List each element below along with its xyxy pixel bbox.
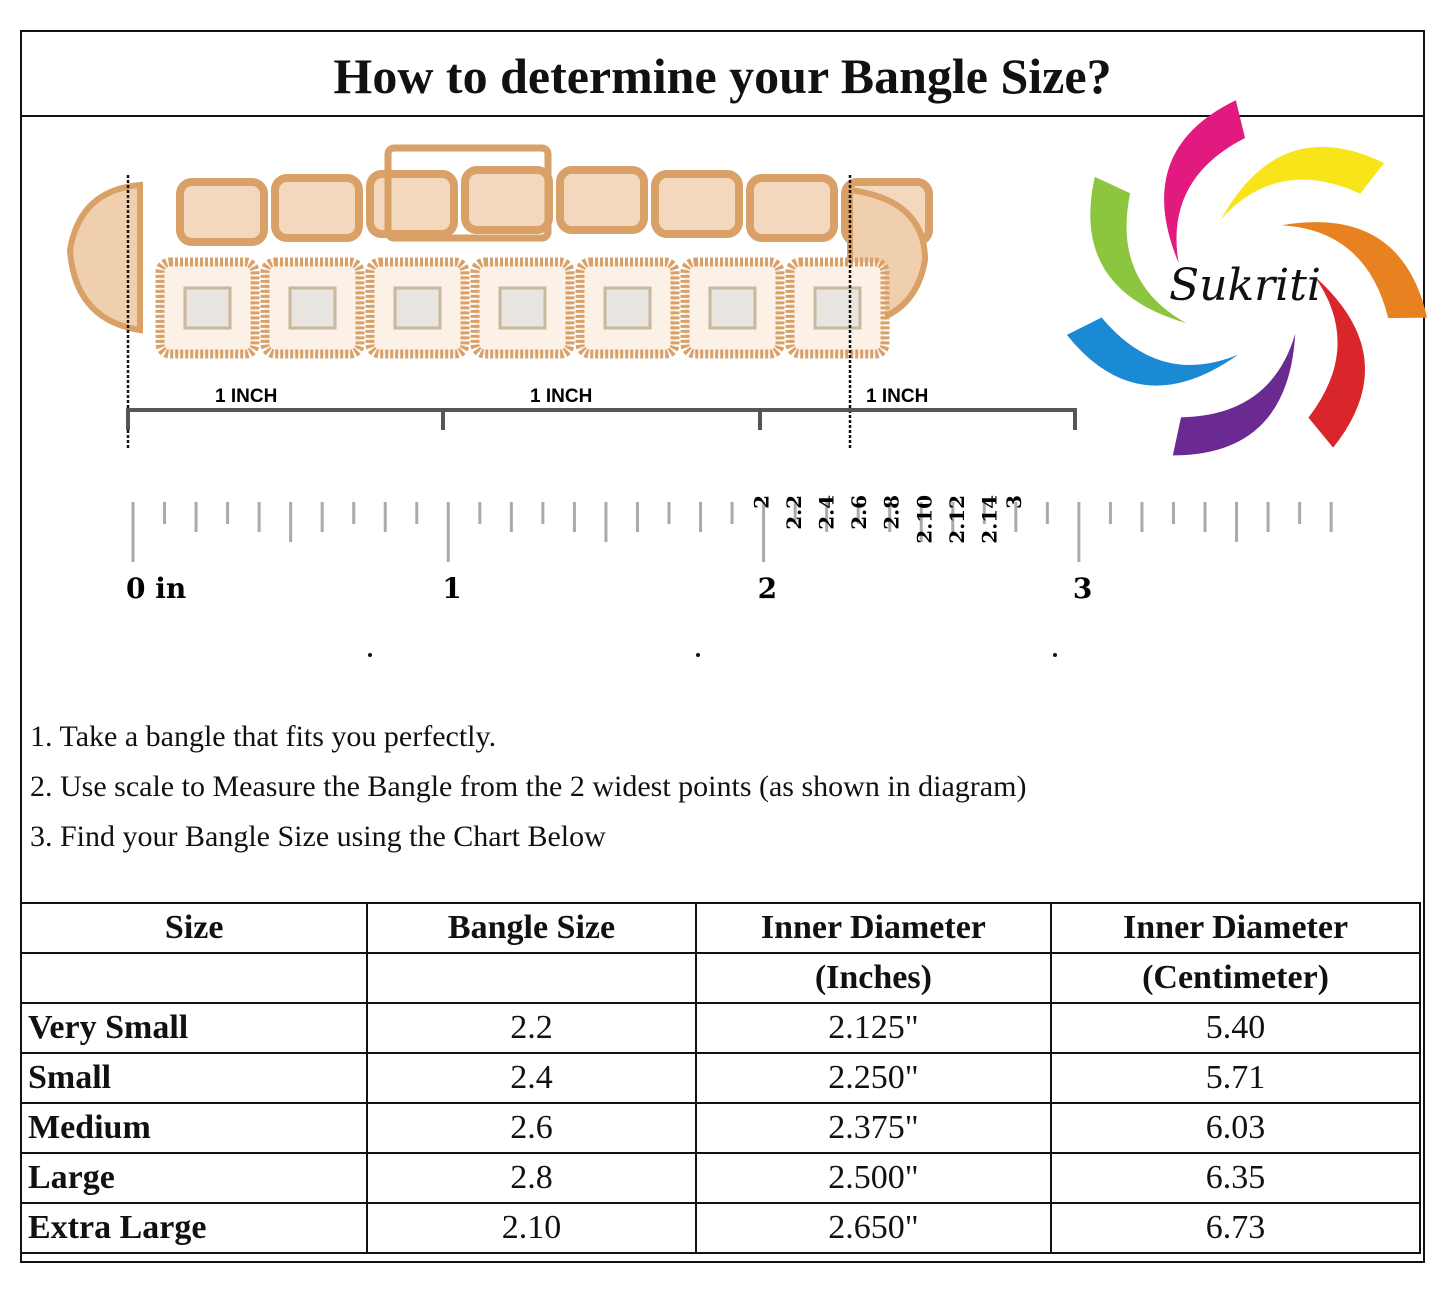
bangle-size-cell: 2.4 bbox=[366, 1052, 697, 1104]
bangle-size-label: 3 bbox=[1002, 495, 1026, 509]
ruler-label: 0 in bbox=[126, 572, 186, 605]
bangle-size-label: 2.12 bbox=[945, 495, 969, 544]
inches-cell: 2.375" bbox=[694, 1102, 1053, 1154]
sukriti-logo: Sukriti bbox=[1066, 100, 1428, 456]
cm-cell: 6.35 bbox=[1050, 1152, 1421, 1204]
inches-cell: 2.500" bbox=[694, 1152, 1053, 1204]
inches-cell: 2.250" bbox=[694, 1052, 1053, 1104]
bangle-stone bbox=[183, 286, 232, 330]
header-bangle-size: Bangle Size bbox=[366, 902, 697, 954]
cm-cell: 5.40 bbox=[1050, 1002, 1421, 1054]
dot-mark bbox=[696, 653, 700, 657]
inch-label: 1 INCH bbox=[866, 386, 928, 407]
table-row: Extra Large 2.10 2.650" 6.73 bbox=[19, 1202, 1421, 1254]
header-inner-diameter-in: Inner Diameter bbox=[694, 902, 1053, 954]
bangle-back-link bbox=[746, 174, 838, 242]
bangle-back-link bbox=[461, 166, 553, 234]
header-inner-diameter-cm: Inner Diameter bbox=[1050, 902, 1421, 954]
ruler-label: 3 bbox=[1073, 572, 1092, 605]
logo-swirl-arc bbox=[1308, 276, 1366, 448]
size-cell: Large bbox=[19, 1152, 369, 1204]
bangle-size-label: 2.10 bbox=[912, 495, 936, 544]
table-subheader-row: (Inches) (Centimeter) bbox=[19, 952, 1421, 1004]
step-2: 2. Use scale to Measure the Bangle from … bbox=[30, 770, 1027, 803]
bangle-size-label: 2.6 bbox=[847, 495, 871, 530]
header-size: Size bbox=[19, 902, 369, 954]
cm-cell: 5.71 bbox=[1050, 1052, 1421, 1104]
bangle-left-end bbox=[66, 181, 143, 334]
logo-swirl-arc bbox=[1281, 222, 1428, 319]
bangle-size-label: 2.4 bbox=[815, 495, 839, 530]
logo-text: Sukriti bbox=[1169, 260, 1321, 311]
inches-cell: 2.650" bbox=[694, 1202, 1053, 1254]
page-title: How to determine your Bangle Size? bbox=[22, 32, 1423, 117]
size-cell: Very Small bbox=[19, 1002, 369, 1054]
bangle-stone bbox=[498, 286, 547, 330]
bangle-measurement-diagram: 1 INCH 1 INCH 1 INCH 0 in 1 2 3 2 2.2 2.4 2.6 2.8 2.… bbox=[66, 144, 1333, 657]
dot-mark bbox=[1053, 653, 1057, 657]
ruler-label: 1 bbox=[442, 572, 461, 605]
bangle-back-link bbox=[271, 174, 363, 242]
subheader-inches: (Inches) bbox=[694, 952, 1053, 1004]
step-1: 1. Take a bangle that fits you perfectly… bbox=[30, 720, 497, 753]
bangle-stone bbox=[708, 286, 757, 330]
bangle-stone bbox=[288, 286, 337, 330]
bangle-clasp bbox=[384, 144, 552, 242]
table-row: Very Small 2.2 2.125" 5.40 bbox=[19, 1002, 1421, 1054]
bangle-size-cell: 2.6 bbox=[366, 1102, 697, 1154]
bangle-back-link bbox=[366, 170, 458, 238]
logo-swirl-arc bbox=[1164, 100, 1246, 263]
bangle-size-label: 2.8 bbox=[880, 495, 904, 530]
bangle-back-link bbox=[176, 178, 268, 246]
logo-swirl-arc bbox=[1221, 146, 1385, 220]
subheader-centimeter: (Centimeter) bbox=[1050, 952, 1421, 1004]
ruler-label: 2 bbox=[758, 572, 777, 605]
logo-swirl-arc bbox=[1066, 317, 1239, 386]
step-3: 3. Find your Bangle Size using the Chart… bbox=[30, 820, 606, 853]
size-cell: Medium bbox=[19, 1102, 369, 1154]
bangle-stone bbox=[603, 286, 652, 330]
table-row: Small 2.4 2.250" 5.71 bbox=[19, 1052, 1421, 1104]
dot-mark bbox=[368, 653, 372, 657]
inches-cell: 2.125" bbox=[694, 1002, 1053, 1054]
inch-bracket bbox=[126, 408, 1077, 430]
size-cell: Small bbox=[19, 1052, 369, 1104]
bangle-stone bbox=[813, 286, 862, 330]
bangle-back-link bbox=[651, 170, 743, 238]
subheader-bangle-size bbox=[366, 952, 697, 1004]
size-guide-frame: How to determine your Bangle Size? 1. Ta… bbox=[19, 30, 1425, 1263]
bangle-size-label: 2.2 bbox=[782, 495, 806, 530]
size-chart-table: Size Bangle Size Inner Diameter Inner Di… bbox=[19, 902, 1421, 1254]
bangle-size-label: 2.14 bbox=[977, 495, 1001, 544]
bangle-size-label: 2 bbox=[750, 495, 774, 509]
logo-swirl-arc bbox=[1172, 333, 1296, 456]
cm-cell: 6.73 bbox=[1050, 1202, 1421, 1254]
cm-cell: 6.03 bbox=[1050, 1102, 1421, 1154]
bangle-stone bbox=[393, 286, 442, 330]
table-row: Medium 2.6 2.375" 6.03 bbox=[19, 1102, 1421, 1154]
size-cell: Extra Large bbox=[19, 1202, 369, 1254]
table-header-row: Size Bangle Size Inner Diameter Inner Di… bbox=[19, 902, 1421, 954]
inch-label: 1 INCH bbox=[215, 386, 277, 407]
bangle-size-cell: 2.10 bbox=[366, 1202, 697, 1254]
subheader-size bbox=[19, 952, 369, 1004]
bangle-size-cell: 2.2 bbox=[366, 1002, 697, 1054]
table-row: Large 2.8 2.500" 6.35 bbox=[19, 1152, 1421, 1204]
inch-label: 1 INCH bbox=[530, 386, 592, 407]
bangle-back-link bbox=[556, 166, 648, 234]
instructions: 1. Take a bangle that fits you perfectly… bbox=[30, 712, 1026, 862]
bangle-size-cell: 2.8 bbox=[366, 1152, 697, 1204]
logo-swirl-arc bbox=[1090, 176, 1187, 324]
